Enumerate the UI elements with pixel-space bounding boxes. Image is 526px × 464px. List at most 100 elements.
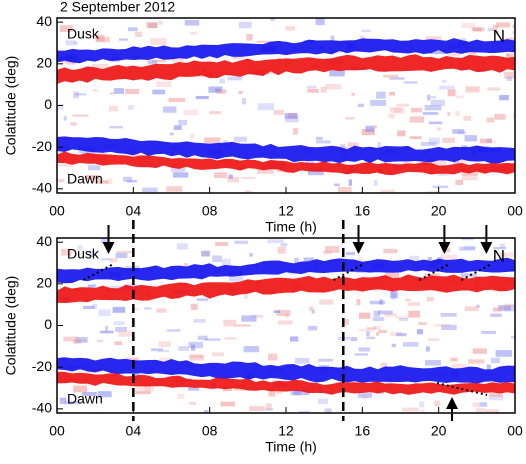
speckle <box>441 79 447 83</box>
speckle <box>409 136 422 140</box>
speckle <box>224 337 237 340</box>
speckle <box>498 305 512 311</box>
x-tick-label: 00 <box>49 423 65 439</box>
speckle <box>108 105 119 112</box>
speckle <box>345 252 355 256</box>
speckle <box>176 243 188 250</box>
speckle <box>204 338 221 341</box>
speckle <box>61 248 72 256</box>
speckle <box>513 112 515 118</box>
speckle <box>293 389 310 396</box>
speckle <box>267 239 284 244</box>
speckle <box>427 190 439 193</box>
speckle <box>100 258 111 261</box>
speckle <box>173 125 182 130</box>
speckle <box>441 324 457 331</box>
annotation: Dusk <box>67 246 100 262</box>
speckle <box>241 98 247 105</box>
speckle <box>499 243 506 248</box>
speckle <box>150 38 167 46</box>
speckle <box>389 107 402 113</box>
dotted-guide <box>460 263 492 281</box>
speckle <box>277 246 286 254</box>
speckle <box>173 172 189 178</box>
speckle <box>73 339 82 344</box>
speckle <box>315 136 323 141</box>
speckle <box>405 298 411 302</box>
band <box>57 38 515 64</box>
speckle <box>492 24 498 32</box>
speckle <box>73 385 88 393</box>
speckle <box>440 254 458 261</box>
speckle <box>116 251 133 254</box>
speckle <box>204 250 209 256</box>
speckle <box>476 304 480 308</box>
y-tick-label: 0 <box>44 96 52 112</box>
speckle <box>410 107 423 113</box>
speckle <box>442 137 455 143</box>
speckle <box>428 121 443 125</box>
speckle <box>171 57 184 63</box>
speckle <box>135 386 152 394</box>
speckle <box>293 128 298 135</box>
speckle <box>506 53 514 60</box>
speckle <box>399 318 409 321</box>
speckle <box>92 63 109 71</box>
speckle <box>420 409 425 413</box>
speckle <box>82 392 97 396</box>
speckle <box>57 164 73 167</box>
annotation: Dusk <box>67 26 100 42</box>
speckle <box>212 255 222 263</box>
speckle <box>340 144 346 151</box>
speckle <box>476 407 486 413</box>
speckle <box>100 238 108 244</box>
speckle <box>487 87 501 91</box>
speckle <box>329 69 345 77</box>
speckle <box>149 23 155 29</box>
speckle <box>453 160 460 166</box>
speckle <box>464 135 478 142</box>
speckle <box>408 310 420 318</box>
speckle <box>303 257 315 262</box>
speckle <box>238 90 243 95</box>
speckle <box>493 30 500 33</box>
speckle <box>364 159 368 166</box>
x-tick-label: 00 <box>49 203 65 219</box>
speckle <box>318 358 333 362</box>
speckle <box>499 252 514 257</box>
speckle <box>245 190 252 193</box>
speckle <box>384 378 392 386</box>
speckle <box>80 339 88 343</box>
speckle <box>407 302 421 306</box>
speckle <box>316 140 331 144</box>
speckle <box>472 348 487 354</box>
speckle <box>284 115 299 123</box>
speckle <box>391 343 396 347</box>
dotted-guide <box>436 382 488 396</box>
x-tick-label: 16 <box>355 203 371 219</box>
speckle <box>396 103 410 107</box>
dotted-guide <box>83 263 114 281</box>
arrow-head <box>438 242 451 254</box>
speckle <box>473 411 478 413</box>
speckle <box>285 26 296 31</box>
speckle <box>215 88 221 92</box>
speckle <box>488 394 504 401</box>
speckle <box>358 312 371 319</box>
speckle <box>144 387 155 392</box>
speckle <box>70 122 77 126</box>
speckle <box>409 116 425 123</box>
speckle <box>268 353 278 361</box>
speckle <box>98 309 111 317</box>
annotation: N <box>493 26 505 45</box>
speckle <box>115 253 128 259</box>
speckle <box>422 112 439 115</box>
speckle <box>209 111 221 115</box>
speckle <box>233 136 248 142</box>
speckle <box>156 308 167 313</box>
speckle <box>275 391 283 394</box>
speckle <box>510 335 515 339</box>
chart-title: 2 September 2012 <box>60 0 175 15</box>
speckle <box>77 245 83 251</box>
speckle <box>420 141 437 146</box>
